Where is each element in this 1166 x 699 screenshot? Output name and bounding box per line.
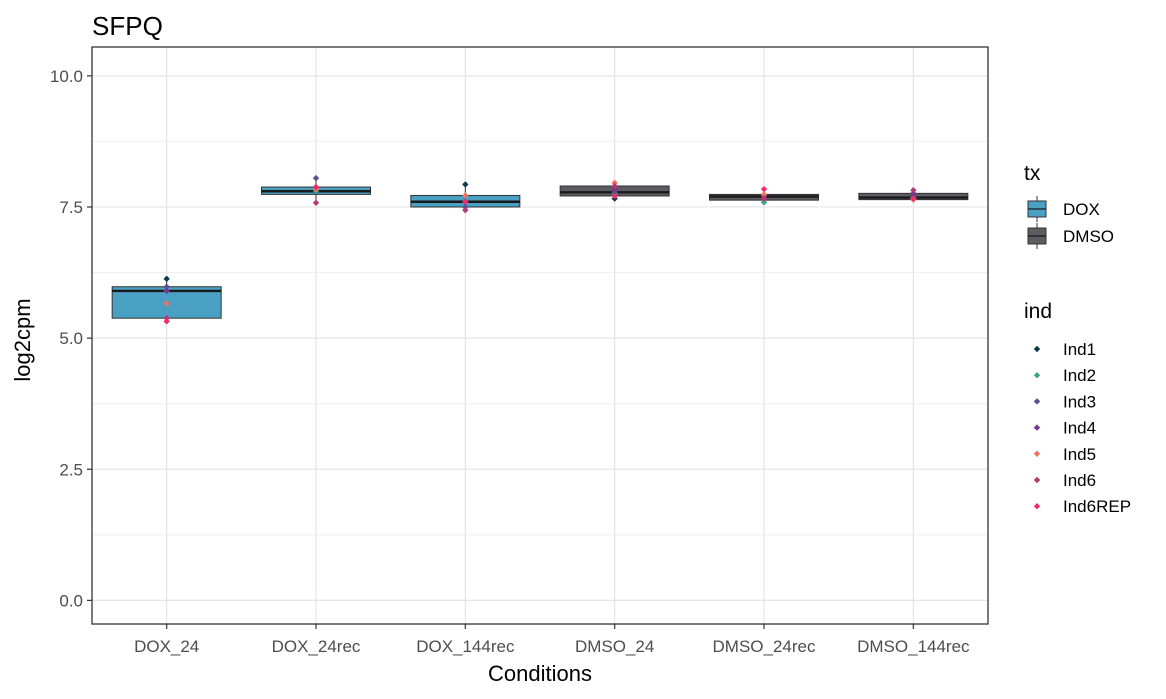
x-axis-title: Conditions: [488, 661, 592, 686]
point-DOX_24-Ind4: [163, 287, 170, 295]
legend-ind-title: ind: [1024, 300, 1052, 323]
legend-tx: tx DOX DMSO: [1024, 162, 1114, 249]
x-tick-label: DMSO_144rec: [857, 637, 970, 656]
legend-ind-label: Ind3: [1063, 392, 1096, 411]
point-DOX_24-Ind5: [163, 300, 170, 307]
legend-ind-label: Ind6: [1063, 471, 1096, 490]
legend-ind-label: Ind5: [1063, 445, 1096, 464]
legend-ind: ind Ind1 Ind2 Ind3 Ind4 Ind5 Ind6 Ind6REP: [1024, 300, 1131, 516]
point-DOX_24-Ind1: [163, 275, 170, 283]
legend-ind-label: Ind1: [1063, 340, 1096, 359]
plot-panel-background: [92, 47, 988, 624]
legend-ind-key-Ind4: [1033, 424, 1041, 431]
y-axis-title: log2cpm: [10, 298, 35, 381]
legend-tx-label: DOX: [1063, 200, 1100, 219]
plot-panel-border: [91, 46, 989, 625]
y-tick-label: 2.5: [59, 460, 83, 479]
x-tick-label: DOX_24: [134, 637, 199, 656]
legend-ind-key-Ind6: [1033, 476, 1041, 484]
point-DMSO_24rec-Ind5: [760, 191, 768, 198]
point-DMSO_24rec-Ind2: [760, 199, 768, 206]
point-DMSO_24-Ind6: [611, 182, 618, 190]
x-tick-label: DMSO_24: [575, 637, 654, 656]
point-DMSO_24rec-Ind6: [760, 195, 768, 202]
point-DMSO_144rec-Ind6REP: [910, 195, 917, 202]
legend-ind-key-Ind5: [1033, 450, 1041, 457]
legend-ind-key-Ind6REP: [1033, 503, 1041, 510]
point-DMSO_144rec-Ind6: [910, 187, 917, 194]
x-tick-label: DOX_24rec: [272, 637, 361, 656]
point-DOX_144rec-Ind1: [462, 181, 469, 188]
point-DMSO_144rec-Ind4: [910, 191, 917, 198]
point-DOX_24rec-Ind6REP: [312, 183, 320, 191]
point-DMSO_24-Ind6REP: [611, 192, 618, 200]
gridlines: [92, 47, 988, 624]
legend-ind-label: Ind6REP: [1063, 497, 1131, 516]
point-DOX_144rec-Ind6REP: [462, 198, 469, 205]
points: [163, 174, 917, 325]
legend-ind-label: Ind4: [1063, 419, 1096, 438]
point-DOX_24rec-Ind3: [312, 174, 320, 182]
point-DOX_144rec-Ind6: [462, 206, 469, 214]
y-tick-label: 5.0: [59, 329, 83, 348]
legend-ind-label: Ind2: [1063, 366, 1096, 385]
legend-ind-key-Ind3: [1033, 398, 1041, 405]
legend-ind-key-Ind2: [1033, 372, 1041, 379]
y-tick-label: 0.0: [59, 591, 83, 610]
legend-tx-title: tx: [1024, 162, 1041, 185]
point-DMSO_24rec-Ind6REP: [760, 185, 768, 193]
point-DOX_24rec-Ind6: [312, 199, 320, 206]
x-tick-label: DOX_144rec: [416, 637, 515, 656]
legend-ind-key-Ind1: [1033, 345, 1041, 353]
y-tick-label: 7.5: [59, 198, 83, 217]
x-tick-label: DMSO_24rec: [713, 637, 816, 656]
axes: 0.0 2.5 5.0 7.5 10.0 DOX_24 DOX_24rec DOX_144re…: [50, 67, 970, 656]
point-DOX_24-Ind3: [163, 283, 170, 290]
point-DOX_24-Ind6REP: [163, 318, 170, 325]
chart-title: SFPQ: [92, 11, 163, 41]
point-DOX_144rec-Ind5: [462, 192, 469, 199]
legend-tx-label: DMSO: [1063, 227, 1114, 246]
y-tick-label: 10.0: [50, 67, 83, 86]
